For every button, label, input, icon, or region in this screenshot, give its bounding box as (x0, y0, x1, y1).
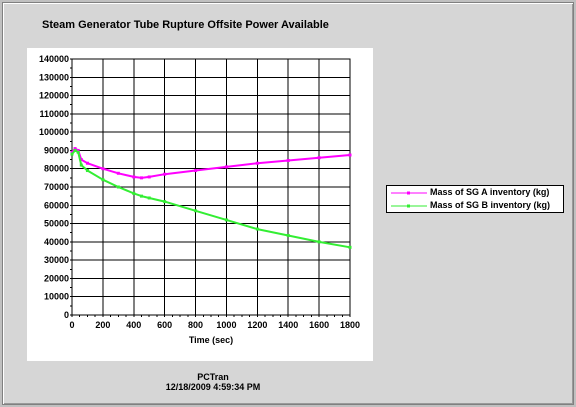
series-line-sg-b (71, 149, 351, 249)
series-point-sg-b (116, 185, 120, 189)
series-point-sg-b (85, 169, 89, 173)
series-point-sg-a (255, 161, 259, 165)
x-tick-label: 400 (126, 320, 141, 330)
series-point-sg-b (224, 218, 228, 222)
x-tick-label: 1400 (278, 320, 298, 330)
series-point-sg-a (85, 161, 89, 165)
y-tick-label: 20000 (44, 273, 69, 283)
series-point-sg-a (116, 171, 120, 175)
x-tick-label: 800 (188, 320, 203, 330)
series-point-sg-b (317, 240, 321, 244)
x-tick-label: 200 (95, 320, 110, 330)
line-chart: 0100002000030000400005000060000700008000… (39, 54, 360, 345)
series-point-sg-b (73, 148, 77, 152)
legend-label-sg-b: Mass of SG B inventory (kg) (430, 200, 551, 210)
legend-label-sg-a: Mass of SG A inventory (kg) (430, 187, 550, 197)
y-tick-label: 120000 (39, 91, 69, 101)
series-point-sg-a (73, 147, 77, 151)
series-line-sg-a (71, 147, 351, 179)
y-tick-label: 90000 (44, 145, 69, 155)
series-point-sg-a (101, 167, 105, 171)
series-point-sg-b (255, 227, 259, 231)
footer-app-name: PCTran (197, 372, 229, 382)
series-point-sg-a (163, 172, 167, 176)
series-point-sg-b (101, 178, 105, 182)
series-point-sg-a (224, 165, 228, 169)
x-axis-label: Time (sec) (189, 335, 233, 345)
series-point-sg-a (194, 169, 198, 173)
chart-title: Steam Generator Tube Rupture Offsite Pow… (42, 19, 329, 31)
series-point-sg-b (79, 163, 83, 167)
legend-swatch-sg-a (391, 191, 427, 195)
series-point-sg-a (76, 148, 80, 152)
x-tick-label: 0 (69, 320, 74, 330)
y-tick-label: 130000 (39, 72, 69, 82)
footer-timestamp: 12/18/2009 4:59:34 PM (165, 382, 261, 392)
legend-entry-sg-b: Mass of SG B inventory (kg) (387, 200, 563, 212)
series-point-sg-b (76, 150, 80, 154)
x-tick-label: 1800 (340, 320, 360, 330)
series-point-sg-a (79, 158, 83, 162)
series-point-sg-b (286, 233, 290, 237)
series-point-sg-b (194, 209, 198, 213)
y-tick-label: 110000 (39, 109, 69, 119)
x-tick-label: 1200 (247, 320, 267, 330)
series-point-sg-a (286, 158, 290, 162)
y-tick-label: 80000 (44, 164, 69, 174)
series-point-sg-a (348, 153, 352, 157)
y-tick-label: 70000 (44, 182, 69, 192)
y-tick-label: 0 (64, 310, 69, 320)
plot-panel: 0 10000 20000 30000 40000 50000 60000 70000 8000… (27, 48, 373, 361)
series-point-sg-b (163, 200, 167, 204)
series-point-sg-a (147, 175, 151, 179)
series-point-sg-b (132, 191, 136, 195)
y-tick-label: 10000 (44, 292, 69, 302)
series-point-sg-b (140, 194, 143, 198)
series-point-sg-a (70, 150, 74, 154)
y-tick-label: 140000 (39, 54, 69, 64)
y-tick-label: 60000 (44, 200, 69, 210)
legend-swatch-sg-b (391, 204, 427, 208)
series-point-sg-a (140, 176, 143, 180)
y-tick-label: 50000 (44, 219, 69, 229)
x-tick-label: 1000 (216, 320, 236, 330)
x-tick-label: 600 (157, 320, 172, 330)
series-point-sg-b (147, 196, 151, 200)
series-point-sg-b (348, 245, 352, 249)
footer: PCTran 12/18/2009 4:59:34 PM (3, 372, 423, 392)
y-tick-label: 40000 (44, 237, 69, 247)
legend-entry-sg-a: Mass of SG A inventory (kg) (387, 187, 563, 199)
y-tick-label: 100000 (39, 127, 69, 137)
series-point-sg-b (70, 152, 74, 156)
chart-legend: Mass of SG A inventory (kg) Mass of SG B… (386, 185, 564, 213)
x-tick-label: 1600 (309, 320, 329, 330)
series-point-sg-a (317, 156, 321, 160)
y-tick-label: 30000 (44, 255, 69, 265)
series-point-sg-a (132, 175, 136, 179)
